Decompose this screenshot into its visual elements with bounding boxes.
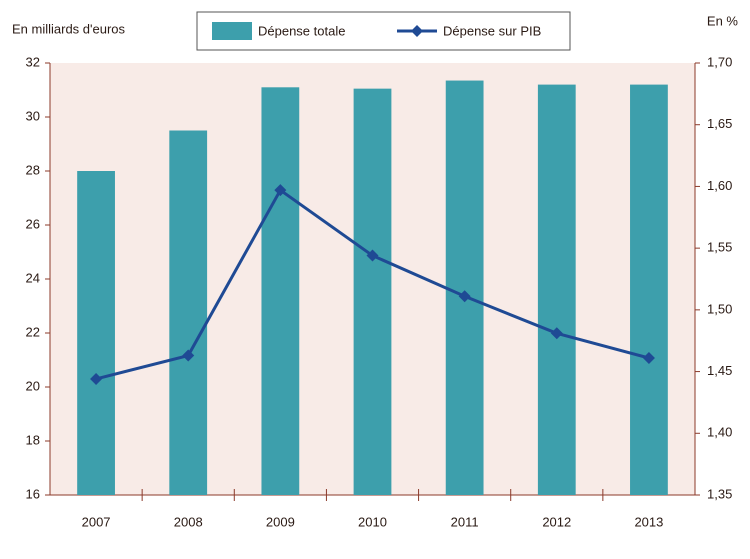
- y-axis-label: En milliards d'euros: [12, 21, 126, 36]
- y-tick-label: 22: [26, 324, 40, 339]
- x-tick-label: 2012: [542, 514, 571, 529]
- legend-label: Dépense sur PIB: [443, 23, 541, 38]
- y2-axis-label: En %: [707, 13, 739, 28]
- bar: [353, 88, 392, 496]
- x-tick-label: 2007: [82, 514, 111, 529]
- marker: [90, 372, 103, 385]
- legend-swatch: [212, 22, 252, 40]
- y2-tick-label: 1,55: [707, 240, 732, 255]
- y2-tick-label: 1,40: [707, 425, 732, 440]
- x-tick-label: 2013: [634, 514, 663, 529]
- marker: [642, 351, 655, 364]
- legend-marker: [411, 25, 423, 37]
- bar: [261, 87, 300, 496]
- y2-tick-label: 1,50: [707, 301, 732, 316]
- y-tick-label: 20: [26, 378, 40, 393]
- bar: [77, 171, 115, 495]
- marker: [182, 349, 195, 362]
- bar: [537, 84, 576, 495]
- x-tick-label: 2011: [451, 514, 479, 529]
- legend: [196, 11, 571, 51]
- y2-tick-label: 1,60: [707, 178, 732, 193]
- y-tick-label: 26: [26, 216, 40, 231]
- x-tick-label: 2009: [266, 514, 295, 529]
- bar: [445, 80, 484, 496]
- y2-tick-label: 1,70: [707, 54, 732, 69]
- bar: [630, 84, 668, 495]
- marker: [458, 290, 471, 303]
- y-tick-label: 30: [26, 108, 40, 123]
- x-tick-label: 2008: [174, 514, 203, 529]
- y2-tick-label: 1,35: [707, 486, 732, 501]
- legend-label: Dépense totale: [258, 23, 345, 38]
- y-tick-label: 16: [26, 486, 40, 501]
- y-tick-label: 18: [26, 432, 40, 447]
- y2-tick-label: 1,65: [707, 116, 732, 131]
- x-tick-label: 2010: [358, 514, 387, 529]
- y-tick-label: 32: [26, 54, 40, 69]
- marker: [366, 249, 379, 262]
- y-tick-label: 28: [26, 162, 40, 177]
- bar: [169, 130, 208, 495]
- marker: [274, 184, 287, 197]
- y-tick-label: 24: [26, 270, 40, 285]
- y2-tick-label: 1,45: [707, 363, 732, 378]
- marker: [550, 327, 563, 340]
